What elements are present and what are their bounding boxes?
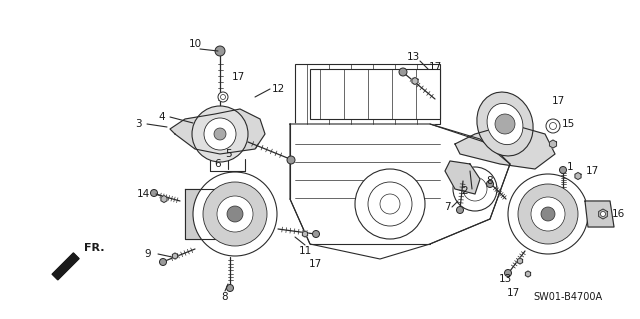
Polygon shape (185, 189, 215, 239)
Text: 8: 8 (486, 176, 493, 186)
Text: 13: 13 (406, 52, 420, 62)
Bar (295, 64, 440, 124)
Text: 2: 2 (461, 186, 468, 196)
Polygon shape (575, 173, 581, 180)
Circle shape (159, 258, 166, 265)
Polygon shape (517, 258, 523, 264)
Circle shape (541, 207, 555, 221)
Circle shape (193, 172, 277, 256)
Ellipse shape (487, 103, 523, 145)
Circle shape (287, 156, 295, 164)
Text: 16: 16 (611, 209, 625, 219)
Circle shape (203, 182, 267, 246)
Ellipse shape (477, 92, 533, 156)
Circle shape (227, 206, 243, 222)
Text: 15: 15 (561, 119, 575, 129)
Text: FR.: FR. (84, 243, 104, 253)
Polygon shape (598, 209, 607, 219)
Text: 6: 6 (214, 159, 221, 169)
Circle shape (486, 181, 493, 188)
Circle shape (559, 167, 566, 174)
Text: 17: 17 (506, 288, 520, 298)
Polygon shape (525, 271, 531, 277)
Circle shape (221, 94, 225, 100)
Text: 5: 5 (225, 149, 231, 159)
Circle shape (495, 114, 515, 134)
Text: 14: 14 (136, 189, 150, 199)
Polygon shape (52, 253, 79, 280)
Polygon shape (290, 124, 510, 259)
Text: 8: 8 (221, 292, 228, 302)
Polygon shape (172, 253, 177, 259)
Circle shape (227, 285, 234, 292)
Text: 7: 7 (444, 202, 451, 212)
Text: 9: 9 (145, 249, 151, 259)
Circle shape (504, 270, 511, 277)
Text: 17: 17 (552, 96, 564, 106)
Circle shape (204, 118, 236, 150)
Circle shape (150, 189, 157, 197)
Text: 17: 17 (308, 259, 322, 269)
Circle shape (531, 197, 565, 231)
Circle shape (214, 128, 226, 140)
Circle shape (463, 177, 487, 201)
Circle shape (215, 46, 225, 56)
Circle shape (399, 68, 407, 76)
Polygon shape (585, 201, 614, 227)
Polygon shape (550, 140, 556, 148)
Circle shape (518, 184, 578, 244)
Text: 17: 17 (428, 62, 442, 72)
Circle shape (218, 92, 228, 102)
Circle shape (380, 194, 400, 214)
Circle shape (453, 167, 497, 211)
Text: 4: 4 (159, 112, 165, 122)
Polygon shape (303, 231, 308, 237)
Circle shape (368, 182, 412, 226)
Text: 1: 1 (566, 162, 573, 172)
Text: 17: 17 (586, 166, 598, 176)
Text: 10: 10 (188, 39, 202, 49)
Text: 12: 12 (271, 84, 285, 94)
Text: 11: 11 (298, 246, 312, 256)
Polygon shape (412, 78, 418, 85)
Circle shape (217, 196, 253, 232)
Circle shape (600, 211, 605, 217)
Circle shape (192, 106, 248, 162)
Polygon shape (455, 124, 555, 169)
Polygon shape (170, 109, 265, 154)
Polygon shape (161, 196, 167, 203)
Circle shape (546, 119, 560, 133)
Circle shape (456, 206, 463, 213)
Polygon shape (445, 161, 480, 194)
Text: 17: 17 (232, 72, 244, 82)
Circle shape (508, 174, 588, 254)
Bar (310, 69, 440, 119)
Text: 3: 3 (134, 119, 141, 129)
Circle shape (355, 169, 425, 239)
Text: 13: 13 (499, 274, 511, 284)
Text: SW01-B4700A: SW01-B4700A (533, 292, 603, 302)
Circle shape (312, 231, 319, 238)
Circle shape (550, 122, 557, 130)
